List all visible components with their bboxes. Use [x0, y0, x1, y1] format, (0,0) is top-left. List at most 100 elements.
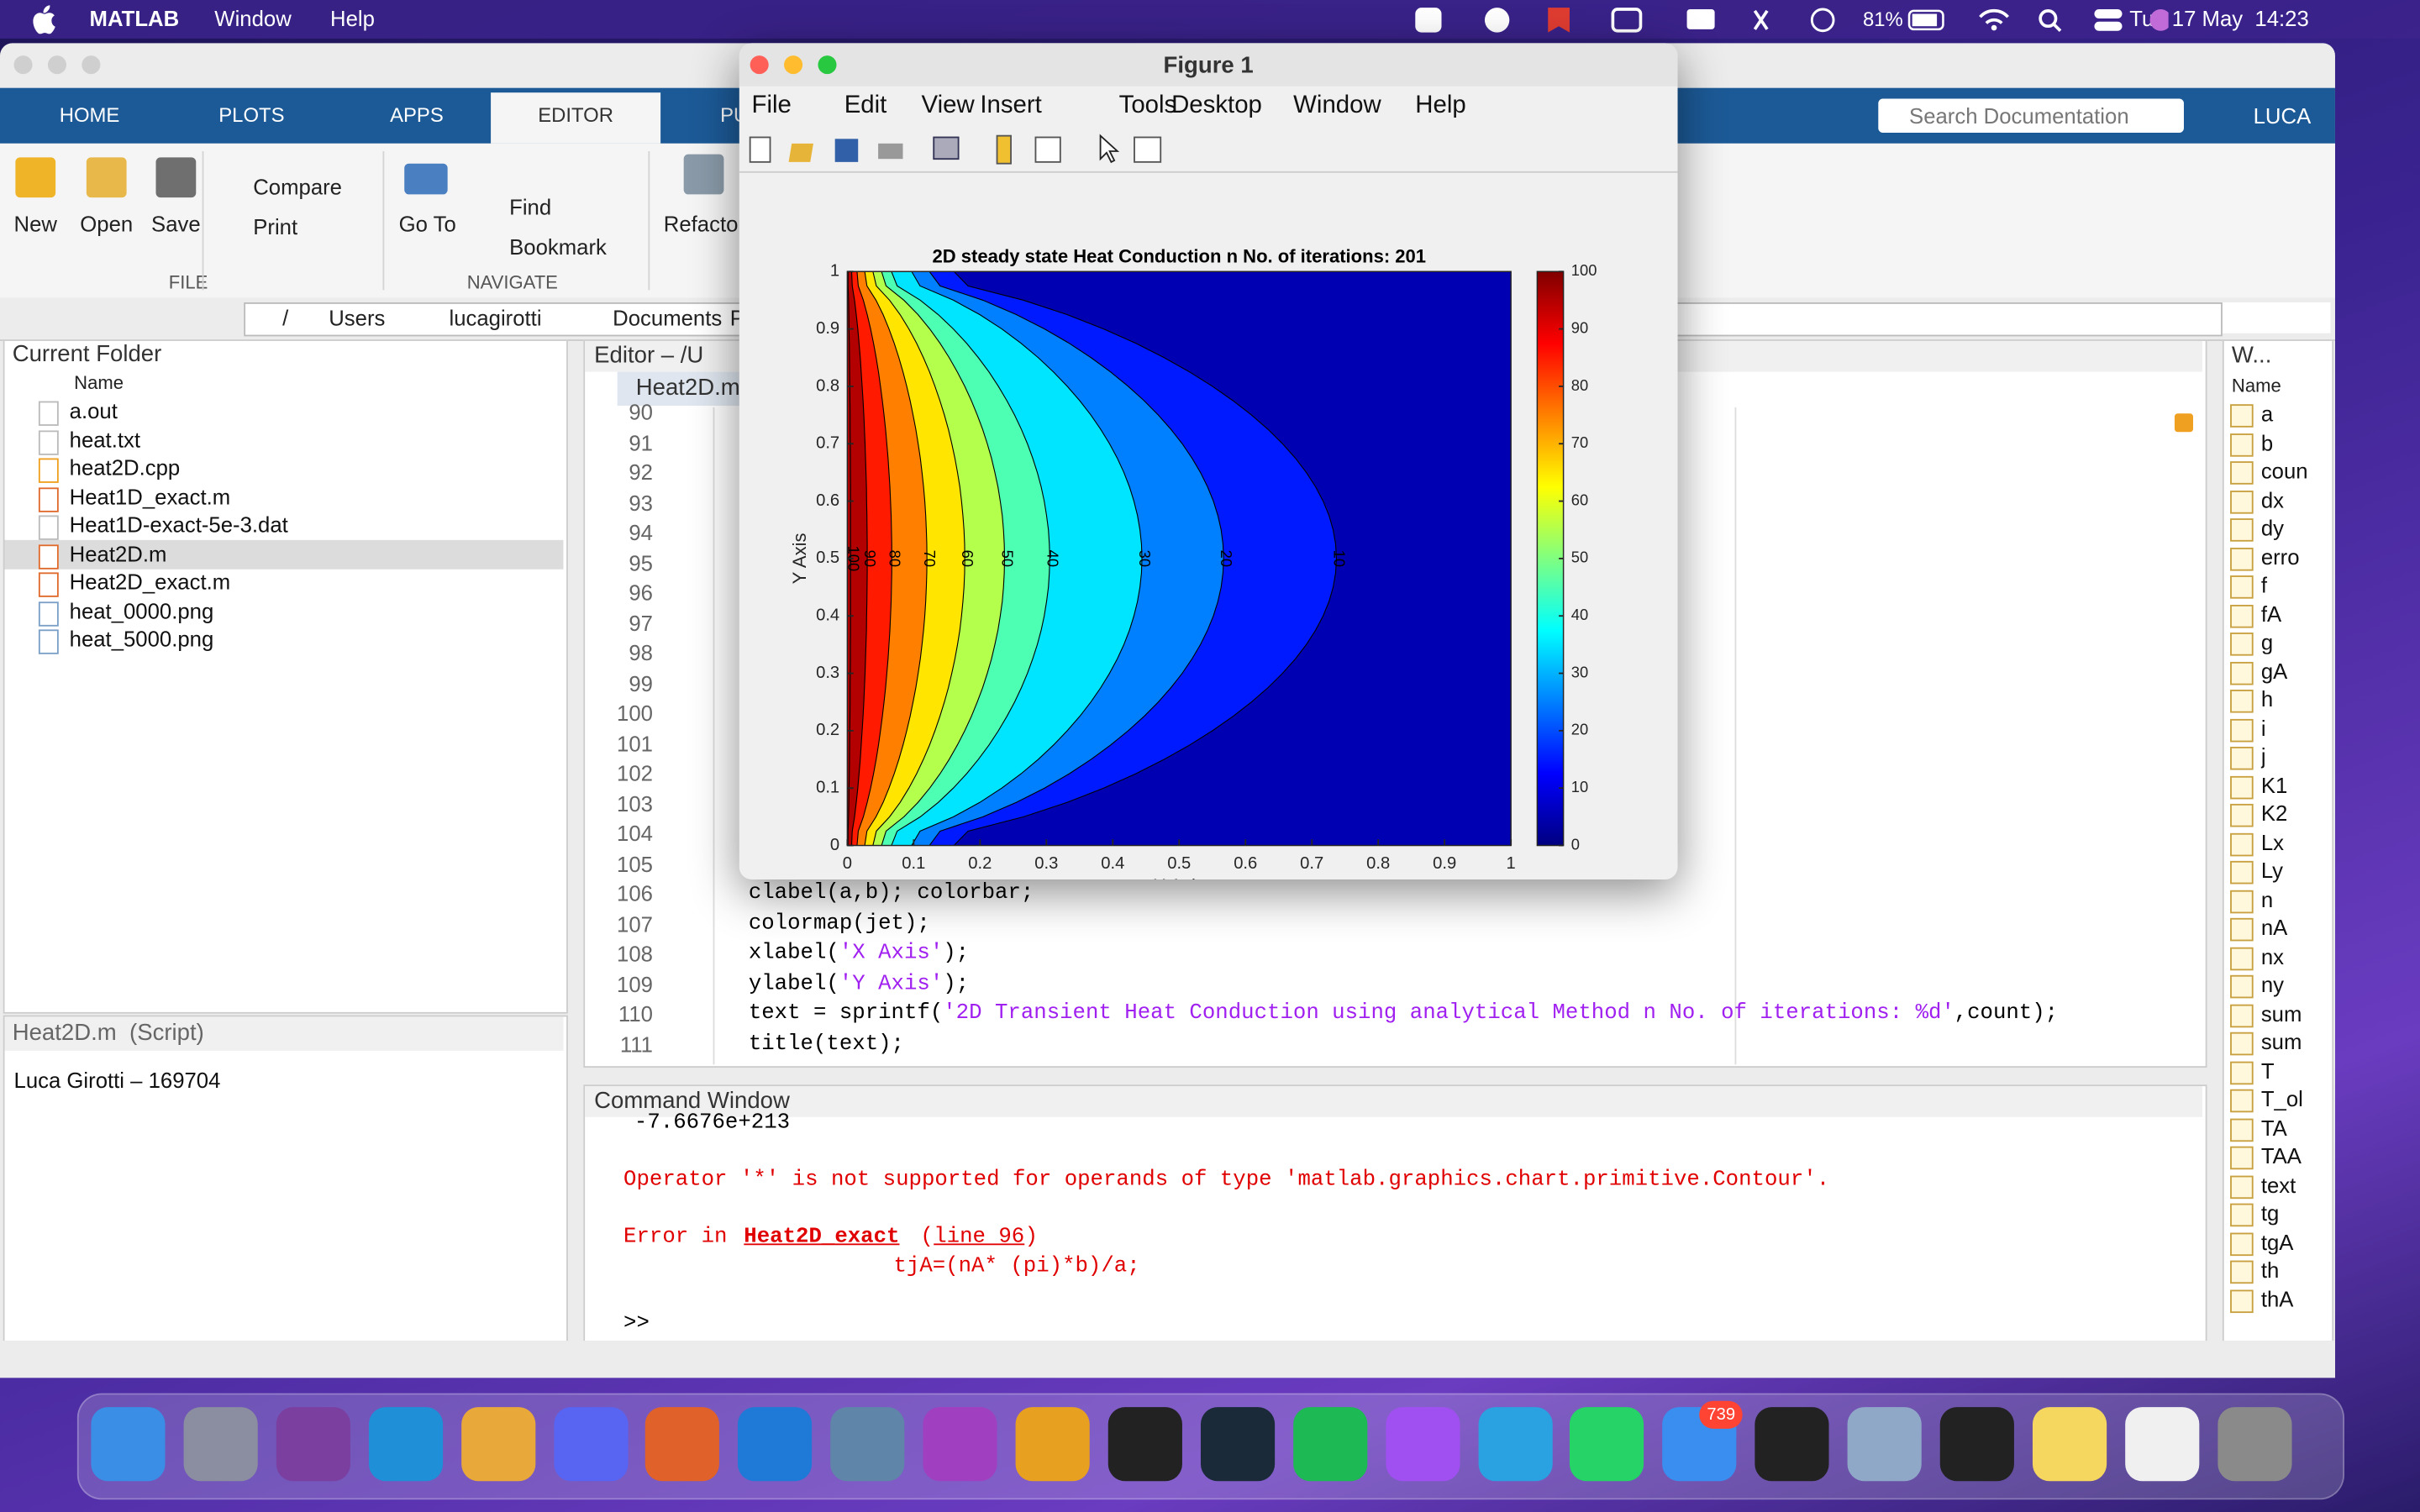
dock-icon[interactable] — [91, 1407, 166, 1482]
variable-name[interactable]: n — [2260, 886, 2274, 911]
dock-icon[interactable] — [1107, 1407, 1182, 1482]
variable-name[interactable]: text — [2260, 1172, 2296, 1197]
path-segment[interactable]: / — [282, 305, 289, 331]
variable-name[interactable]: T — [2260, 1058, 2275, 1083]
dock-icon[interactable] — [1015, 1407, 1090, 1482]
dock-icon[interactable] — [1754, 1407, 1829, 1482]
figure-menu-item[interactable]: Edit — [844, 92, 887, 119]
variable-name[interactable]: sum — [2260, 1000, 2302, 1026]
variable-name[interactable]: dx — [2260, 486, 2284, 512]
variable-name[interactable]: sum — [2260, 1029, 2302, 1054]
toolbar-button[interactable]: New — [13, 211, 57, 237]
prompt[interactable]: >> — [623, 1311, 650, 1336]
variable-name[interactable]: coun — [2260, 458, 2308, 483]
variable-name[interactable]: gA — [2260, 658, 2288, 683]
path-segment[interactable]: Users — [329, 305, 386, 331]
column-header[interactable]: Name — [74, 371, 124, 394]
toolstrip-tab[interactable]: HOME — [59, 103, 120, 127]
dock-icon[interactable] — [460, 1407, 535, 1482]
dock-icon[interactable] — [2124, 1407, 2199, 1482]
toolbar-button[interactable]: Find — [509, 194, 552, 219]
file-name[interactable]: Heat1D_exact.m — [69, 483, 231, 509]
file-name[interactable]: heat_5000.png — [69, 626, 214, 652]
apple-logo[interactable] — [31, 5, 55, 34]
error-link[interactable]: Heat2D_exact — [744, 1225, 900, 1250]
variable-name[interactable]: tg — [2260, 1200, 2280, 1226]
variable-name[interactable]: f — [2260, 572, 2267, 597]
variable-name[interactable]: nA — [2260, 915, 2288, 940]
variable-name[interactable]: h — [2260, 686, 2274, 711]
error-link[interactable]: line 96 — [934, 1225, 1025, 1250]
variable-name[interactable]: g — [2260, 629, 2274, 654]
dock-icon[interactable] — [1477, 1407, 1552, 1482]
toolbar-button[interactable]: Go To — [398, 211, 456, 237]
variable-name[interactable]: i — [2260, 715, 2266, 740]
dock-icon[interactable] — [1939, 1407, 2014, 1482]
variable-name[interactable]: tgA — [2260, 1228, 2294, 1254]
file-name[interactable]: a.out — [69, 397, 118, 423]
figure-menu-item[interactable]: Insert — [980, 92, 1042, 119]
file-name[interactable]: heat2D.cpp — [69, 454, 181, 480]
toolbar-button[interactable]: Refacto — [663, 211, 739, 237]
figure-menu-item[interactable]: Tools — [1118, 92, 1177, 119]
variable-name[interactable]: Ly — [2260, 858, 2284, 883]
dock-icon[interactable] — [2217, 1407, 2291, 1482]
dock-icon[interactable] — [368, 1407, 443, 1482]
toolbar-button[interactable]: Save — [151, 211, 201, 237]
variable-name[interactable]: TAA — [2260, 1143, 2302, 1168]
dock-icon[interactable] — [1847, 1407, 1922, 1482]
file-name[interactable]: Heat1D-exact-5e-3.dat — [69, 512, 288, 538]
toolbar-button[interactable]: Print — [253, 214, 298, 239]
variable-name[interactable]: erro — [2260, 543, 2300, 569]
figure-menu-item[interactable]: File — [751, 92, 792, 119]
dock-icon[interactable] — [1200, 1407, 1275, 1482]
variable-name[interactable]: Lx — [2260, 829, 2284, 854]
variable-name[interactable]: K2 — [2260, 801, 2288, 826]
figure-menu-item[interactable]: Desktop — [1171, 92, 1262, 119]
toolstrip-tab[interactable]: APPS — [390, 103, 444, 127]
variable-name[interactable]: th — [2260, 1257, 2280, 1283]
dock-icon[interactable] — [645, 1407, 720, 1482]
dock-icon[interactable] — [183, 1407, 258, 1482]
variable-name[interactable]: dy — [2260, 515, 2284, 540]
toolbar-button[interactable]: Bookmark — [509, 234, 607, 260]
variable-name[interactable]: b — [2260, 429, 2274, 454]
toolstrip-tab[interactable]: PLOTS — [218, 103, 285, 127]
file-name[interactable]: Heat2D_exact.m — [69, 569, 231, 595]
dock-icon[interactable] — [2032, 1407, 2107, 1482]
file-name[interactable]: heat_0000.png — [69, 597, 214, 623]
variable-name[interactable]: ny — [2260, 972, 2284, 997]
path-segment[interactable]: lucagirotti — [449, 305, 542, 331]
toolbar-button[interactable]: Open — [80, 211, 134, 237]
dock-icon[interactable] — [1570, 1407, 1644, 1482]
dock-icon[interactable] — [276, 1407, 350, 1482]
variable-name[interactable]: K1 — [2260, 772, 2288, 797]
variable-name[interactable]: TA — [2260, 1115, 2287, 1140]
user-menu[interactable]: LUCA — [2253, 103, 2312, 129]
variable-name[interactable]: thA — [2260, 1285, 2294, 1311]
file-name[interactable]: Heat2D.m — [69, 540, 167, 566]
variable-name[interactable]: a — [2260, 401, 2274, 426]
search-box[interactable]: Search Documentation — [1878, 98, 2184, 133]
figure-menu-item[interactable]: View — [921, 92, 975, 119]
dock-icon[interactable] — [1292, 1407, 1367, 1482]
path-segment[interactable]: Documents — [613, 305, 723, 331]
figure-menu-item[interactable]: Window — [1293, 92, 1381, 119]
variable-name[interactable]: T_ol — [2260, 1086, 2303, 1111]
variable-name[interactable]: nx — [2260, 943, 2284, 969]
dock-icon[interactable] — [830, 1407, 905, 1482]
column-header[interactable]: Name — [2231, 375, 2281, 397]
file-name[interactable]: heat.txt — [69, 426, 140, 452]
menu-item[interactable]: Window — [214, 6, 292, 31]
dock-icon[interactable] — [923, 1407, 997, 1482]
app-name[interactable]: MATLAB — [89, 6, 180, 31]
toolbar-button[interactable]: Compare — [253, 174, 343, 199]
dock-icon[interactable] — [553, 1407, 628, 1482]
toolstrip-tab[interactable]: EDITOR — [491, 92, 661, 144]
variable-name[interactable]: fA — [2260, 601, 2282, 626]
menu-item[interactable]: Help — [330, 6, 375, 31]
variable-name[interactable]: j — [2260, 743, 2266, 769]
dock-icon[interactable] — [738, 1407, 813, 1482]
dock-icon[interactable] — [1385, 1407, 1460, 1482]
window-controls[interactable] — [749, 54, 857, 78]
